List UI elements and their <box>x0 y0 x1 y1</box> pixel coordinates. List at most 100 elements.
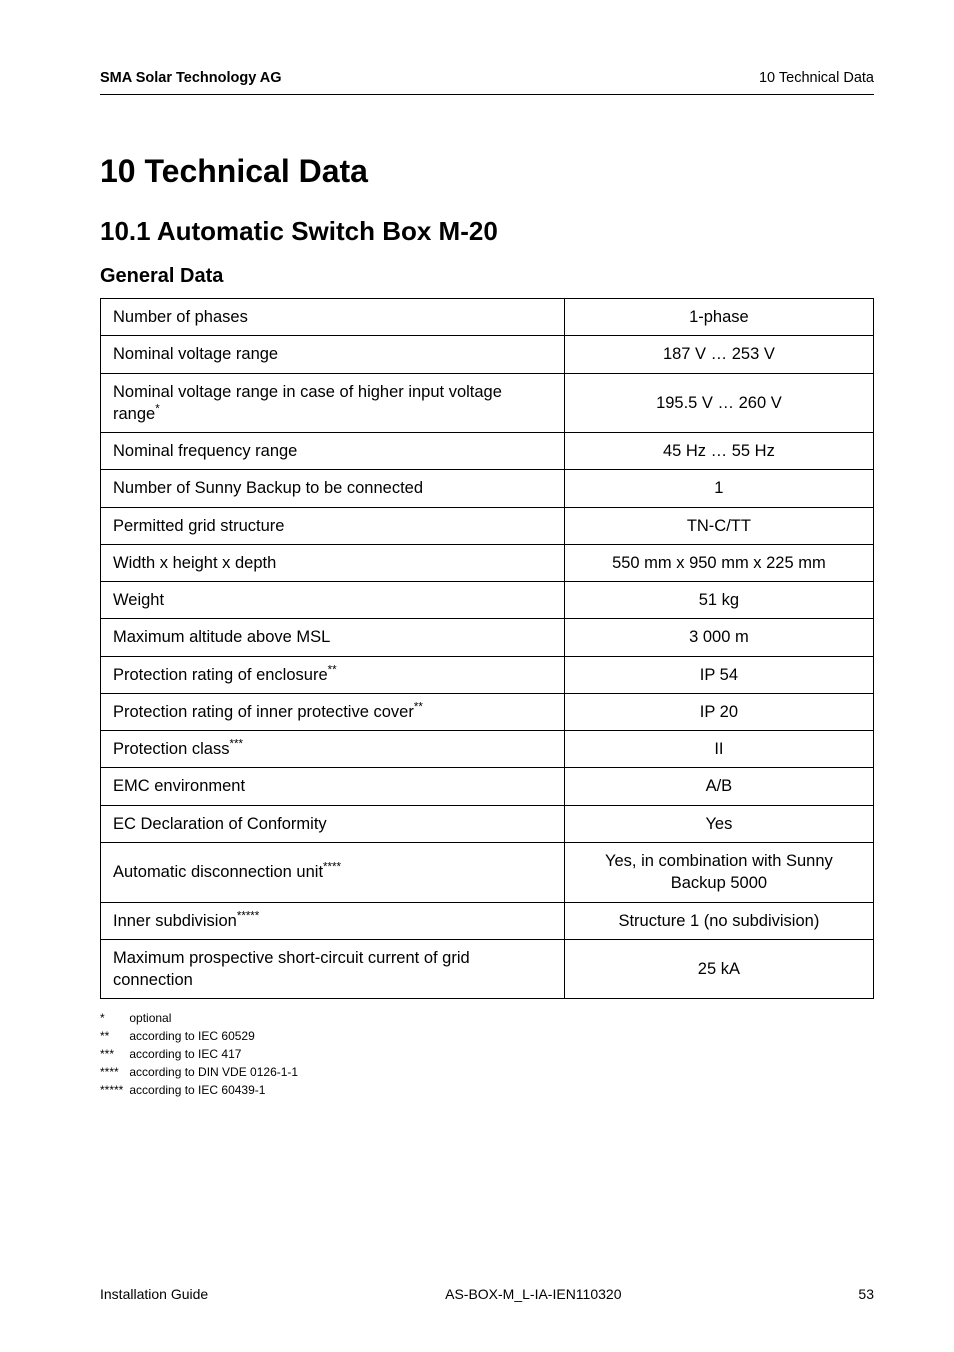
footnote-text: according to IEC 417 <box>129 1047 241 1061</box>
table-body: Number of phases1-phaseNominal voltage r… <box>101 299 874 999</box>
technical-data-table: Number of phases1-phaseNominal voltage r… <box>100 298 874 999</box>
table-cell-value: 3 000 m <box>564 619 873 656</box>
table-row: Nominal voltage range in case of higher … <box>101 373 874 433</box>
table-cell-value: 1-phase <box>564 299 873 336</box>
footer-center: AS-BOX-M_L-IA-IEN110320 <box>445 1286 621 1302</box>
table-cell-label: Number of Sunny Backup to be connected <box>101 470 565 507</box>
table-cell-value: 51 kg <box>564 582 873 619</box>
table-cell-value: 45 Hz … 55 Hz <box>564 433 873 470</box>
table-cell-label: Protection rating of enclosure** <box>101 656 565 693</box>
table-cell-value: 187 V … 253 V <box>564 336 873 373</box>
label-text: EC Declaration of Conformity <box>113 815 327 833</box>
table-row: EC Declaration of Conformity Yes <box>101 805 874 842</box>
table-row: Width x height x depth 550 mm x 950 mm x … <box>101 544 874 581</box>
label-superscript: ** <box>328 664 337 676</box>
table-cell-label: Maximum prospective short-circuit curren… <box>101 939 565 999</box>
table-row: Protection rating of inner protective co… <box>101 693 874 730</box>
table-row: Inner subdivision*****Structure 1 (no su… <box>101 902 874 939</box>
label-text: Weight <box>113 591 164 609</box>
table-cell-label: Protection rating of inner protective co… <box>101 693 565 730</box>
table-row: Maximum prospective short-circuit curren… <box>101 939 874 999</box>
table-cell-label: Weight <box>101 582 565 619</box>
table-row: Number of phases 1-phase <box>101 299 874 336</box>
label-text: Nominal voltage range in case of higher … <box>113 383 502 423</box>
table-row: Weight 51 kg <box>101 582 874 619</box>
table-cell-value: Yes <box>564 805 873 842</box>
page-header: SMA Solar Technology AG 10 Technical Dat… <box>100 70 874 95</box>
table-cell-label: Maximum altitude above MSL <box>101 619 565 656</box>
table-row: Protection rating of enclosure**IP 54 <box>101 656 874 693</box>
table-cell-value: II <box>564 731 873 768</box>
footnote: ** according to IEC 60529 <box>100 1027 874 1045</box>
label-text: Protection rating of inner protective co… <box>113 703 414 721</box>
table-cell-label: Automatic disconnection unit**** <box>101 842 565 902</box>
table-cell-value: IP 54 <box>564 656 873 693</box>
label-text: Nominal frequency range <box>113 442 297 460</box>
page: SMA Solar Technology AG 10 Technical Dat… <box>0 0 954 1352</box>
table-cell-value: IP 20 <box>564 693 873 730</box>
label-text: Protection rating of enclosure <box>113 666 328 684</box>
table-cell-value: Yes, in combination with Sunny Backup 50… <box>564 842 873 902</box>
section-title: 10 Technical Data <box>100 153 874 190</box>
label-text: Inner subdivision <box>113 912 237 930</box>
table-cell-value: TN-C/TT <box>564 507 873 544</box>
table-cell-value: A/B <box>564 768 873 805</box>
table-row: Protection class***II <box>101 731 874 768</box>
table-cell-value: 550 mm x 950 mm x 225 mm <box>564 544 873 581</box>
footnote-mark: *** <box>100 1045 126 1063</box>
table-cell-value: 1 <box>564 470 873 507</box>
label-text: Maximum altitude above MSL <box>113 628 330 646</box>
label-superscript: ***** <box>237 910 259 922</box>
table-row: EMC environment A/B <box>101 768 874 805</box>
label-superscript: * <box>155 403 160 415</box>
table-cell-label: Inner subdivision***** <box>101 902 565 939</box>
table-cell-label: Nominal voltage range <box>101 336 565 373</box>
footnote-text: according to IEC 60529 <box>129 1029 254 1043</box>
table-cell-value: Structure 1 (no subdivision) <box>564 902 873 939</box>
label-text: Permitted grid structure <box>113 517 284 535</box>
table-row: Automatic disconnection unit****Yes, in … <box>101 842 874 902</box>
footer-right: 53 <box>858 1286 874 1302</box>
label-text: Automatic disconnection unit <box>113 863 323 881</box>
table-cell-label: EMC environment <box>101 768 565 805</box>
table-cell-label: Protection class*** <box>101 731 565 768</box>
footnote-mark: ** <box>100 1027 126 1045</box>
footnote-mark: **** <box>100 1063 126 1081</box>
subsection-title: 10.1 Automatic Switch Box M-20 <box>100 216 874 247</box>
table-row: Maximum altitude above MSL 3 000 m <box>101 619 874 656</box>
block-title: General Data <box>100 265 874 288</box>
table-row: Number of Sunny Backup to be connected 1 <box>101 470 874 507</box>
table-cell-label: Nominal voltage range in case of higher … <box>101 373 565 433</box>
footnote-text: according to DIN VDE 0126-1-1 <box>129 1065 298 1079</box>
label-text: Number of phases <box>113 308 248 326</box>
table-row: Nominal frequency range 45 Hz … 55 Hz <box>101 433 874 470</box>
footnote-mark: * <box>100 1009 126 1027</box>
header-left: SMA Solar Technology AG <box>100 70 282 86</box>
footnote: **** according to DIN VDE 0126-1-1 <box>100 1063 874 1081</box>
table-cell-label: Nominal frequency range <box>101 433 565 470</box>
table-cell-label: EC Declaration of Conformity <box>101 805 565 842</box>
label-superscript: *** <box>229 739 242 751</box>
footnotes: * optional** according to IEC 60529*** a… <box>100 1009 874 1099</box>
label-superscript: **** <box>323 862 341 874</box>
footnote-text: optional <box>129 1011 171 1025</box>
footnote: *** according to IEC 417 <box>100 1045 874 1063</box>
table-row: Nominal voltage range187 V … 253 V <box>101 336 874 373</box>
label-text: Protection class <box>113 740 229 758</box>
table-cell-value: 25 kA <box>564 939 873 999</box>
header-right: 10 Technical Data <box>759 70 874 86</box>
label-text: Maximum prospective short-circuit curren… <box>113 949 470 989</box>
label-superscript: ** <box>414 701 423 713</box>
footnote-mark: ***** <box>100 1081 126 1099</box>
footnote: * optional <box>100 1009 874 1027</box>
table-cell-label: Width x height x depth <box>101 544 565 581</box>
footnote: ***** according to IEC 60439-1 <box>100 1081 874 1099</box>
footer-left: Installation Guide <box>100 1286 208 1302</box>
table-cell-label: Permitted grid structure <box>101 507 565 544</box>
table-cell-value: 195.5 V … 260 V <box>564 373 873 433</box>
table-cell-label: Number of phases <box>101 299 565 336</box>
label-text: Number of Sunny Backup to be connected <box>113 479 423 497</box>
label-text: EMC environment <box>113 777 245 795</box>
label-text: Width x height x depth <box>113 554 276 572</box>
footnote-text: according to IEC 60439-1 <box>129 1083 265 1097</box>
